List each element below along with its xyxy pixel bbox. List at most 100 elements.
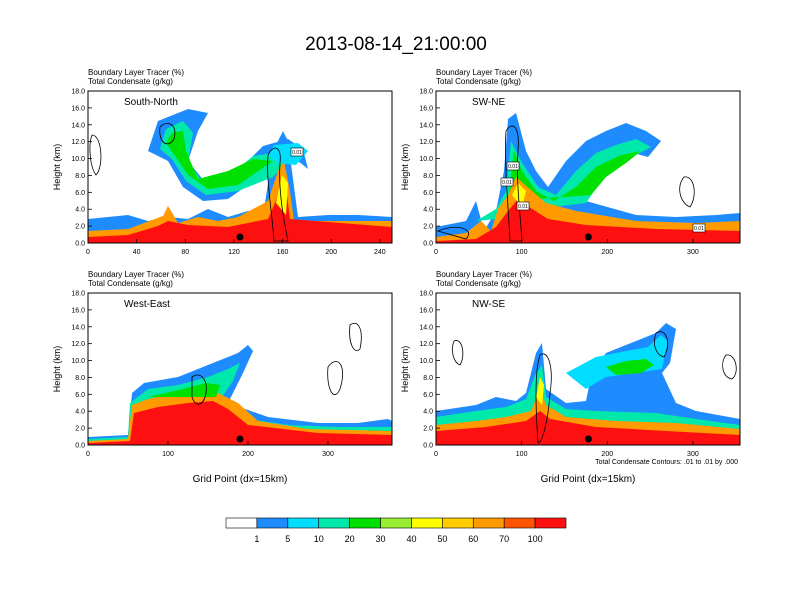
y-tick-label: 18.0 (419, 291, 433, 298)
panel-1: 0.01 0.0 2.0 4.0 6.0 8.0 10.0 12.0 14.0 16.0 18.0 0… (52, 68, 393, 256)
x-tick-label: 120 (228, 249, 240, 256)
contour-label: 0.01 (694, 226, 704, 232)
y-tick-label: 0.0 (75, 443, 85, 450)
y-tick-label: 2.0 (423, 224, 433, 231)
colorbar-label: 50 (437, 534, 447, 544)
x-tick-label: 200 (325, 249, 337, 256)
colorbar-label: 100 (528, 534, 543, 544)
plot-frame (435, 292, 741, 446)
contour-label: 0.01 (292, 150, 302, 156)
colorbar: 1 5 10 20 30 40 50 60 70 100 (225, 517, 567, 544)
y-tick-label: 8.0 (423, 375, 433, 382)
x-tick-label: 200 (601, 249, 613, 256)
tracer-region-5 (148, 383, 220, 397)
contour-label-box (500, 177, 514, 187)
y-tick-label: 18.0 (419, 89, 433, 96)
condensate-contour-2 (535, 353, 552, 444)
x-axis-label: Grid Point (dx=15km) (541, 474, 636, 485)
colorbar-swatch (503, 517, 536, 529)
tracer-region-6 (436, 411, 740, 445)
x-tick-label: 100 (162, 451, 174, 458)
y-tick-label: 6.0 (75, 190, 85, 197)
y-axis-label: Height (km) (52, 144, 62, 191)
plot-frame (87, 292, 393, 446)
location-marker (584, 435, 592, 443)
tracer-header-label: Boundary Layer Tracer (%) (88, 270, 184, 279)
x-tick-label: 160 (277, 249, 289, 256)
tracer-field (436, 113, 740, 243)
contour-label-box (506, 161, 520, 171)
condensate-contour-3 (436, 226, 469, 240)
y-tick-label: 10.0 (419, 156, 433, 163)
tracer-region-4 (166, 131, 273, 189)
colorbar-label: 40 (406, 534, 416, 544)
main-title: 2013-08-14_21:00:00 (305, 34, 487, 55)
x-tick-label: 0 (434, 451, 438, 458)
colorbar-label: 30 (376, 534, 386, 544)
colorbar-label: 20 (345, 534, 355, 544)
condensate-contour-1 (191, 374, 207, 405)
colorbar-swatch (256, 517, 289, 529)
contour-label: 0.01 (508, 164, 518, 170)
condensate-contour-3 (89, 134, 102, 176)
tracer-header-label: Boundary Layer Tracer (%) (88, 68, 184, 77)
y-tick-label: 14.0 (419, 324, 433, 331)
tracer-field (88, 109, 392, 243)
y-tick-label: 14.0 (71, 324, 85, 331)
y-tick-label: 18.0 (71, 291, 85, 298)
y-axis-label: Height (km) (400, 346, 410, 393)
condensate-contour-1 (505, 125, 523, 242)
y-tick-label: 2.0 (75, 426, 85, 433)
y-tick-label: 16.0 (419, 105, 433, 112)
panel-title: West-East (124, 299, 170, 310)
x-tick-label: 0 (86, 451, 90, 458)
plot-frame (435, 90, 741, 244)
x-axis-label: Grid Point (dx=15km) (193, 474, 288, 485)
tracer-region-4 (88, 401, 392, 445)
condensate-header-label: Total Condensate (g/kg) (88, 77, 173, 86)
y-tick-label: 14.0 (71, 122, 85, 129)
x-tick-label: 300 (687, 249, 699, 256)
tracer-region-3 (508, 151, 641, 201)
colorbar-swatch (442, 517, 474, 529)
condensate-contour-2 (267, 147, 289, 242)
x-tick-label: 0 (86, 249, 90, 256)
contour-footnote: Total Condensate Contours: .01 to .01 by… (595, 459, 738, 466)
colorbar-swatch (472, 517, 505, 529)
condensate-contour-2 (679, 176, 695, 208)
y-tick-label: 0.0 (75, 241, 85, 248)
colorbar-swatch (287, 517, 320, 529)
location-marker (236, 233, 244, 241)
y-tick-label: 10.0 (71, 156, 85, 163)
y-tick-label: 6.0 (423, 392, 433, 399)
y-tick-label: 10.0 (71, 358, 85, 365)
y-tick-label: 12.0 (71, 139, 85, 146)
y-tick-label: 2.0 (423, 426, 433, 433)
y-tick-label: 12.0 (419, 341, 433, 348)
y-tick-label: 2.0 (75, 224, 85, 231)
panel-2: 0.01 0.01 0.01 0.01 0.0 2.0 4.0 6.0 8.0 10.0 12.0 1… (400, 68, 741, 256)
colorbar-swatch (349, 517, 381, 529)
y-tick-label: 16.0 (419, 307, 433, 314)
x-tick-label: 300 (322, 451, 334, 458)
contour-label: 0.01 (518, 204, 528, 210)
contour-label-box (290, 147, 304, 157)
y-tick-label: 8.0 (423, 173, 433, 180)
condensate-contour-3 (654, 331, 669, 358)
y-tick-label: 18.0 (71, 89, 85, 96)
colorbar-label: 70 (499, 534, 509, 544)
tracer-field (88, 323, 392, 445)
contour-label: 0.01 (502, 180, 512, 186)
condensate-contour-4 (722, 354, 737, 380)
x-tick-label: 240 (374, 249, 386, 256)
tracer-region-5 (436, 199, 740, 243)
x-tick-label: 100 (516, 451, 528, 458)
y-axis-label: Height (km) (400, 144, 410, 191)
colorbar-swatch (225, 517, 258, 529)
x-tick-label: 200 (242, 451, 254, 458)
condensate-contour-1 (159, 123, 176, 145)
colorbar-swatch (411, 517, 443, 529)
y-tick-label: 4.0 (423, 207, 433, 214)
colorbar-swatch (380, 517, 412, 529)
